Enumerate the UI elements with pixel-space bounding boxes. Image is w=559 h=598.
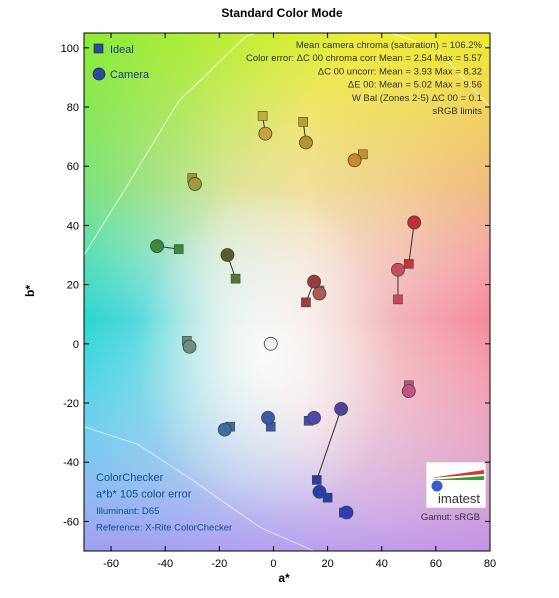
ideal-marker — [257, 111, 268, 121]
gamut-curve-bottom — [84, 426, 316, 551]
camera-marker — [299, 135, 313, 150]
ideal-marker — [230, 273, 241, 284]
ideal-marker — [393, 294, 403, 305]
chart-title: Standard Color Mode — [221, 6, 343, 20]
stats-line: W Bal (Zones 2-5) ΔC 00 = 0.1 — [352, 93, 482, 104]
data-markers — [150, 111, 422, 520]
x-tick-label: -40 — [157, 558, 173, 570]
legend: Ideal Camera — [92, 43, 150, 81]
gamut-boundary — [84, 33, 490, 551]
stats-line: Mean camera chroma (saturation) = 106.2% — [296, 40, 483, 51]
axes: -60 -40 -20 0 20 40 60 80 -60 -40 -20 0 20 40 60 80 100 — [61, 32, 496, 570]
camera-marker — [150, 239, 164, 254]
y-tick-label: 20 — [67, 280, 79, 292]
error-line — [408, 222, 415, 264]
ideal-marker — [173, 244, 184, 254]
ideal-marker — [322, 492, 333, 503]
stats-line: ΔC 00 uncorr: Mean = 3.93 Max = 8.32 — [318, 66, 482, 77]
x-tick-label: 40 — [376, 558, 388, 570]
legend-ideal-label: Ideal — [110, 44, 134, 56]
legend-camera-label: Camera — [110, 69, 150, 81]
logo-dot — [431, 480, 443, 492]
logo-stripe-green — [430, 476, 484, 480]
x-tick-label: 20 — [321, 558, 333, 570]
camera-marker — [391, 262, 405, 277]
plot-frame — [83, 32, 491, 552]
gamut-curve-top — [84, 33, 490, 256]
note-line: Reference: X-Rite ColorChecker — [96, 523, 232, 534]
camera-marker — [188, 177, 202, 191]
ideal-marker — [311, 475, 322, 485]
legend-camera-swatch — [92, 67, 106, 81]
x-axis-label: a* — [278, 571, 290, 585]
camera-marker — [263, 336, 278, 351]
error-line — [316, 408, 342, 481]
ideal-marker — [403, 259, 414, 269]
camera-marker — [401, 384, 416, 399]
camera-marker — [261, 410, 275, 425]
gamut-note: Gamut: sRGB — [421, 512, 480, 523]
x-tick-label: 60 — [430, 558, 442, 570]
camera-marker — [182, 339, 197, 354]
camera-marker — [312, 286, 327, 301]
y-tick-label: 100 — [61, 43, 79, 55]
note-line: ColorChecker — [96, 472, 164, 484]
ideal-marker — [357, 149, 368, 160]
y-tick-label: 40 — [67, 220, 79, 232]
camera-marker — [307, 274, 321, 289]
camera-marker — [307, 410, 321, 425]
camera-marker — [220, 248, 235, 262]
camera-marker — [407, 215, 422, 230]
note-line: Illuminant: D65 — [96, 506, 159, 517]
y-tick-label: -40 — [63, 457, 79, 469]
camera-marker — [334, 402, 349, 416]
y-tick-label: 60 — [67, 161, 79, 173]
stats-box: Mean camera chroma (saturation) = 106.2%… — [246, 40, 483, 117]
ideal-marker — [298, 117, 309, 127]
y-tick-label: -60 — [63, 516, 79, 528]
logo-text: imatest — [438, 491, 480, 506]
legend-ideal-swatch — [93, 43, 104, 54]
x-tick-label: 0 — [270, 558, 276, 570]
camera-marker — [217, 422, 232, 437]
logo-stripe-red — [430, 470, 484, 478]
camera-marker — [258, 126, 273, 141]
x-tick-label: -20 — [211, 558, 227, 570]
stats-line: sRGB limits — [432, 106, 482, 117]
ideal-marker — [301, 297, 311, 308]
camera-marker — [339, 505, 354, 520]
imatest-logo: imatest — [425, 461, 487, 509]
y-tick-label: -20 — [63, 398, 79, 410]
camera-marker — [347, 153, 362, 168]
y-axis-label: b* — [23, 285, 37, 297]
x-tick-label: 80 — [484, 558, 496, 570]
plot-background — [84, 33, 490, 551]
y-tick-label: 80 — [67, 102, 79, 114]
y-tick-label: 0 — [73, 339, 79, 351]
stats-line: ΔE 00: Mean = 5.02 Max = 9.56 — [348, 80, 482, 91]
plot-bg-neutral — [84, 33, 490, 551]
bottom-notes: ColorChecker a*b* 105 color error Illumina… — [96, 472, 480, 534]
stats-line: Color error: ΔC 00 chroma corr Mean = 2.… — [246, 53, 482, 64]
note-line: a*b* 105 color error — [96, 489, 192, 501]
x-tick-label: -60 — [103, 558, 119, 570]
camera-marker — [312, 484, 327, 499]
